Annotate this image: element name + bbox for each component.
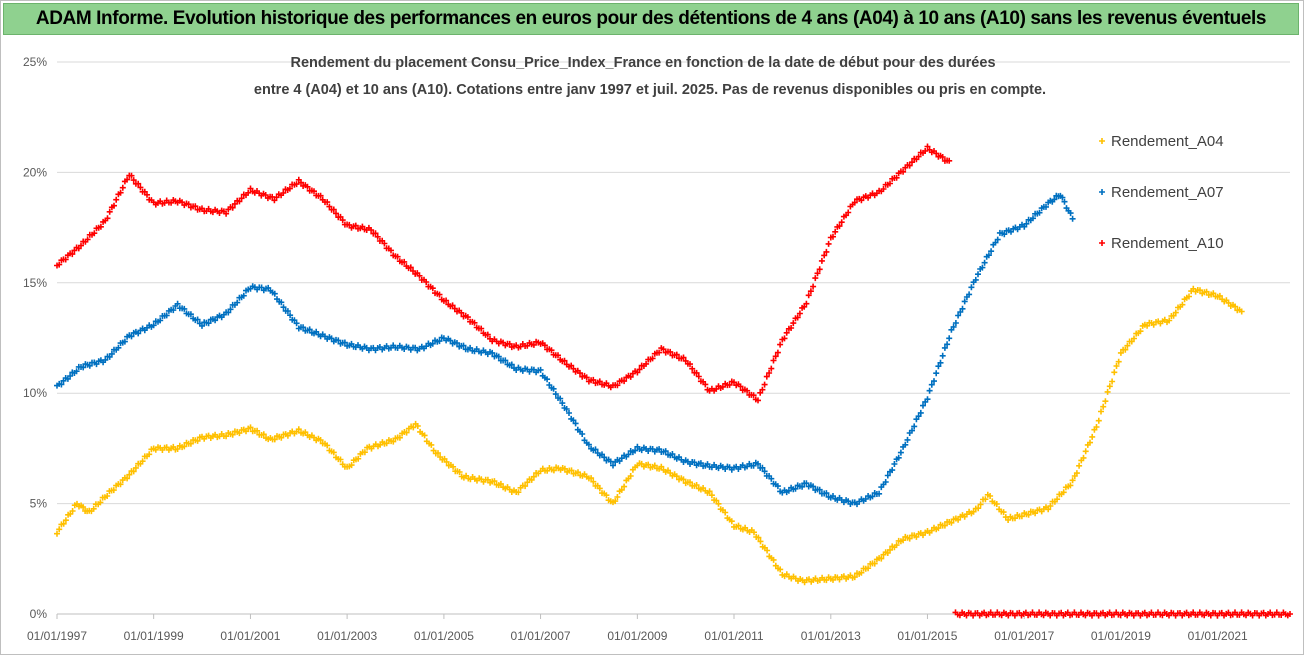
x-tick-label: 01/01/2001 xyxy=(220,629,280,643)
y-tick-label: 15% xyxy=(23,276,47,290)
legend-marker xyxy=(1099,189,1105,195)
chart-subtitle-line-1: Rendement du placement Consu_Price_Index… xyxy=(290,55,995,71)
x-tick-label: 01/01/2009 xyxy=(607,629,667,643)
series-markers xyxy=(54,285,1245,586)
x-tick-label: 01/01/2003 xyxy=(317,629,377,643)
x-tick-label: 01/01/1997 xyxy=(27,629,87,643)
chart-subtitle-line-2: entre 4 (A04) et 10 ans (A10). Cotations… xyxy=(254,82,1046,98)
series-markers xyxy=(54,192,1076,508)
x-tick-label: 01/01/1999 xyxy=(124,629,184,643)
x-tick-label: 01/01/2013 xyxy=(801,629,861,643)
legend-label: Rendement_A04 xyxy=(1111,133,1224,150)
data-series xyxy=(54,143,1293,619)
y-tick-label: 5% xyxy=(30,497,48,511)
legend-label: Rendement_A10 xyxy=(1111,235,1224,252)
x-tick-label: 01/01/2011 xyxy=(704,629,763,643)
y-tick-label: 10% xyxy=(23,386,47,400)
x-tick-label: 01/01/2021 xyxy=(1188,629,1248,643)
series-Rendement_A07 xyxy=(54,192,1076,508)
gridlines xyxy=(57,61,1290,615)
x-tick-label: 01/01/2017 xyxy=(994,629,1054,643)
legend: Rendement_A04 Rendement_A07 Rendement_A10 xyxy=(1099,133,1224,252)
legend-marker xyxy=(1099,138,1105,144)
x-tick-label: 01/01/2019 xyxy=(1091,629,1151,643)
x-tick-label: 01/01/2005 xyxy=(414,629,474,643)
y-tick-label: 20% xyxy=(23,165,47,179)
series-Rendement_A10 xyxy=(54,143,1293,619)
x-tick-label: 01/01/2015 xyxy=(897,629,957,643)
legend-marker xyxy=(1099,240,1105,246)
axes: 0% 5% 10% 15% 20% 25% 01/01/1997 01/01/1999 01/0… xyxy=(23,55,1290,643)
x-tick-label: 01/01/2007 xyxy=(511,629,571,643)
series-markers xyxy=(54,143,1293,619)
y-tick-label: 0% xyxy=(30,607,48,621)
legend-label: Rendement_A07 xyxy=(1111,184,1224,201)
series-Rendement_A04 xyxy=(54,285,1245,586)
report-title-banner: ADAM Informe. Evolution historique des p… xyxy=(3,3,1299,35)
y-tick-label: 25% xyxy=(23,55,47,69)
